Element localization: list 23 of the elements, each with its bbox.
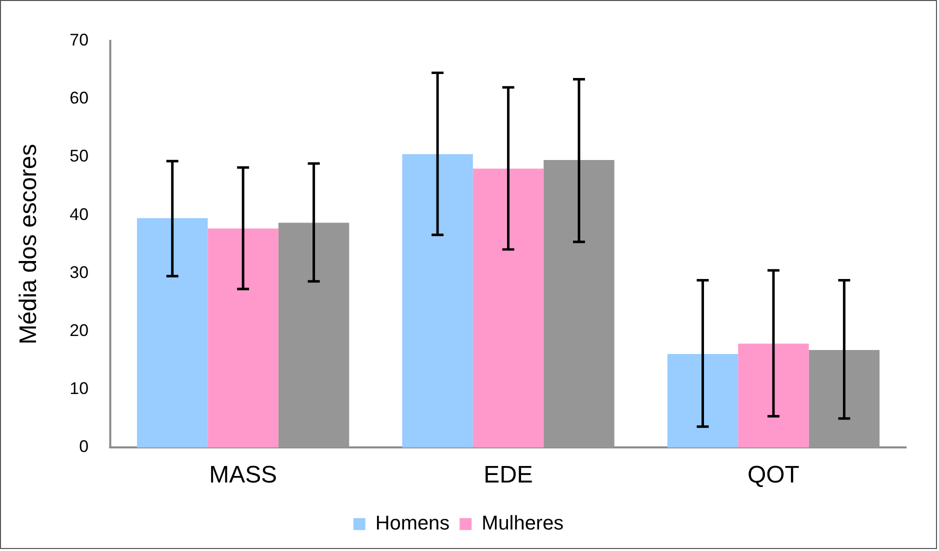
bar bbox=[808, 350, 880, 448]
bar bbox=[667, 354, 738, 448]
bar bbox=[208, 228, 278, 448]
y-tick-label: 60 bbox=[70, 88, 89, 108]
bar bbox=[472, 168, 544, 448]
bar bbox=[136, 218, 208, 448]
y-tick-label: 70 bbox=[70, 30, 89, 50]
y-tick-label: 40 bbox=[70, 204, 89, 224]
y-tick-label: 20 bbox=[70, 321, 89, 340]
legend-label: Mulheres bbox=[482, 512, 564, 535]
x-tick-label: EDE bbox=[484, 461, 533, 488]
y-tick-label: 30 bbox=[70, 262, 89, 282]
bar bbox=[402, 154, 473, 448]
y-tick-label: 0 bbox=[79, 437, 89, 456]
x-tick-label: QOT bbox=[748, 461, 800, 488]
y-axis-title: Média dos escores bbox=[14, 144, 42, 345]
legend-label: Homens bbox=[375, 512, 450, 535]
bar bbox=[544, 160, 614, 448]
y-tick-label: 10 bbox=[70, 379, 89, 398]
bar bbox=[278, 222, 350, 448]
bar bbox=[738, 344, 809, 448]
y-tick-label: 50 bbox=[70, 146, 89, 166]
x-tick-label: MASS bbox=[209, 461, 277, 488]
